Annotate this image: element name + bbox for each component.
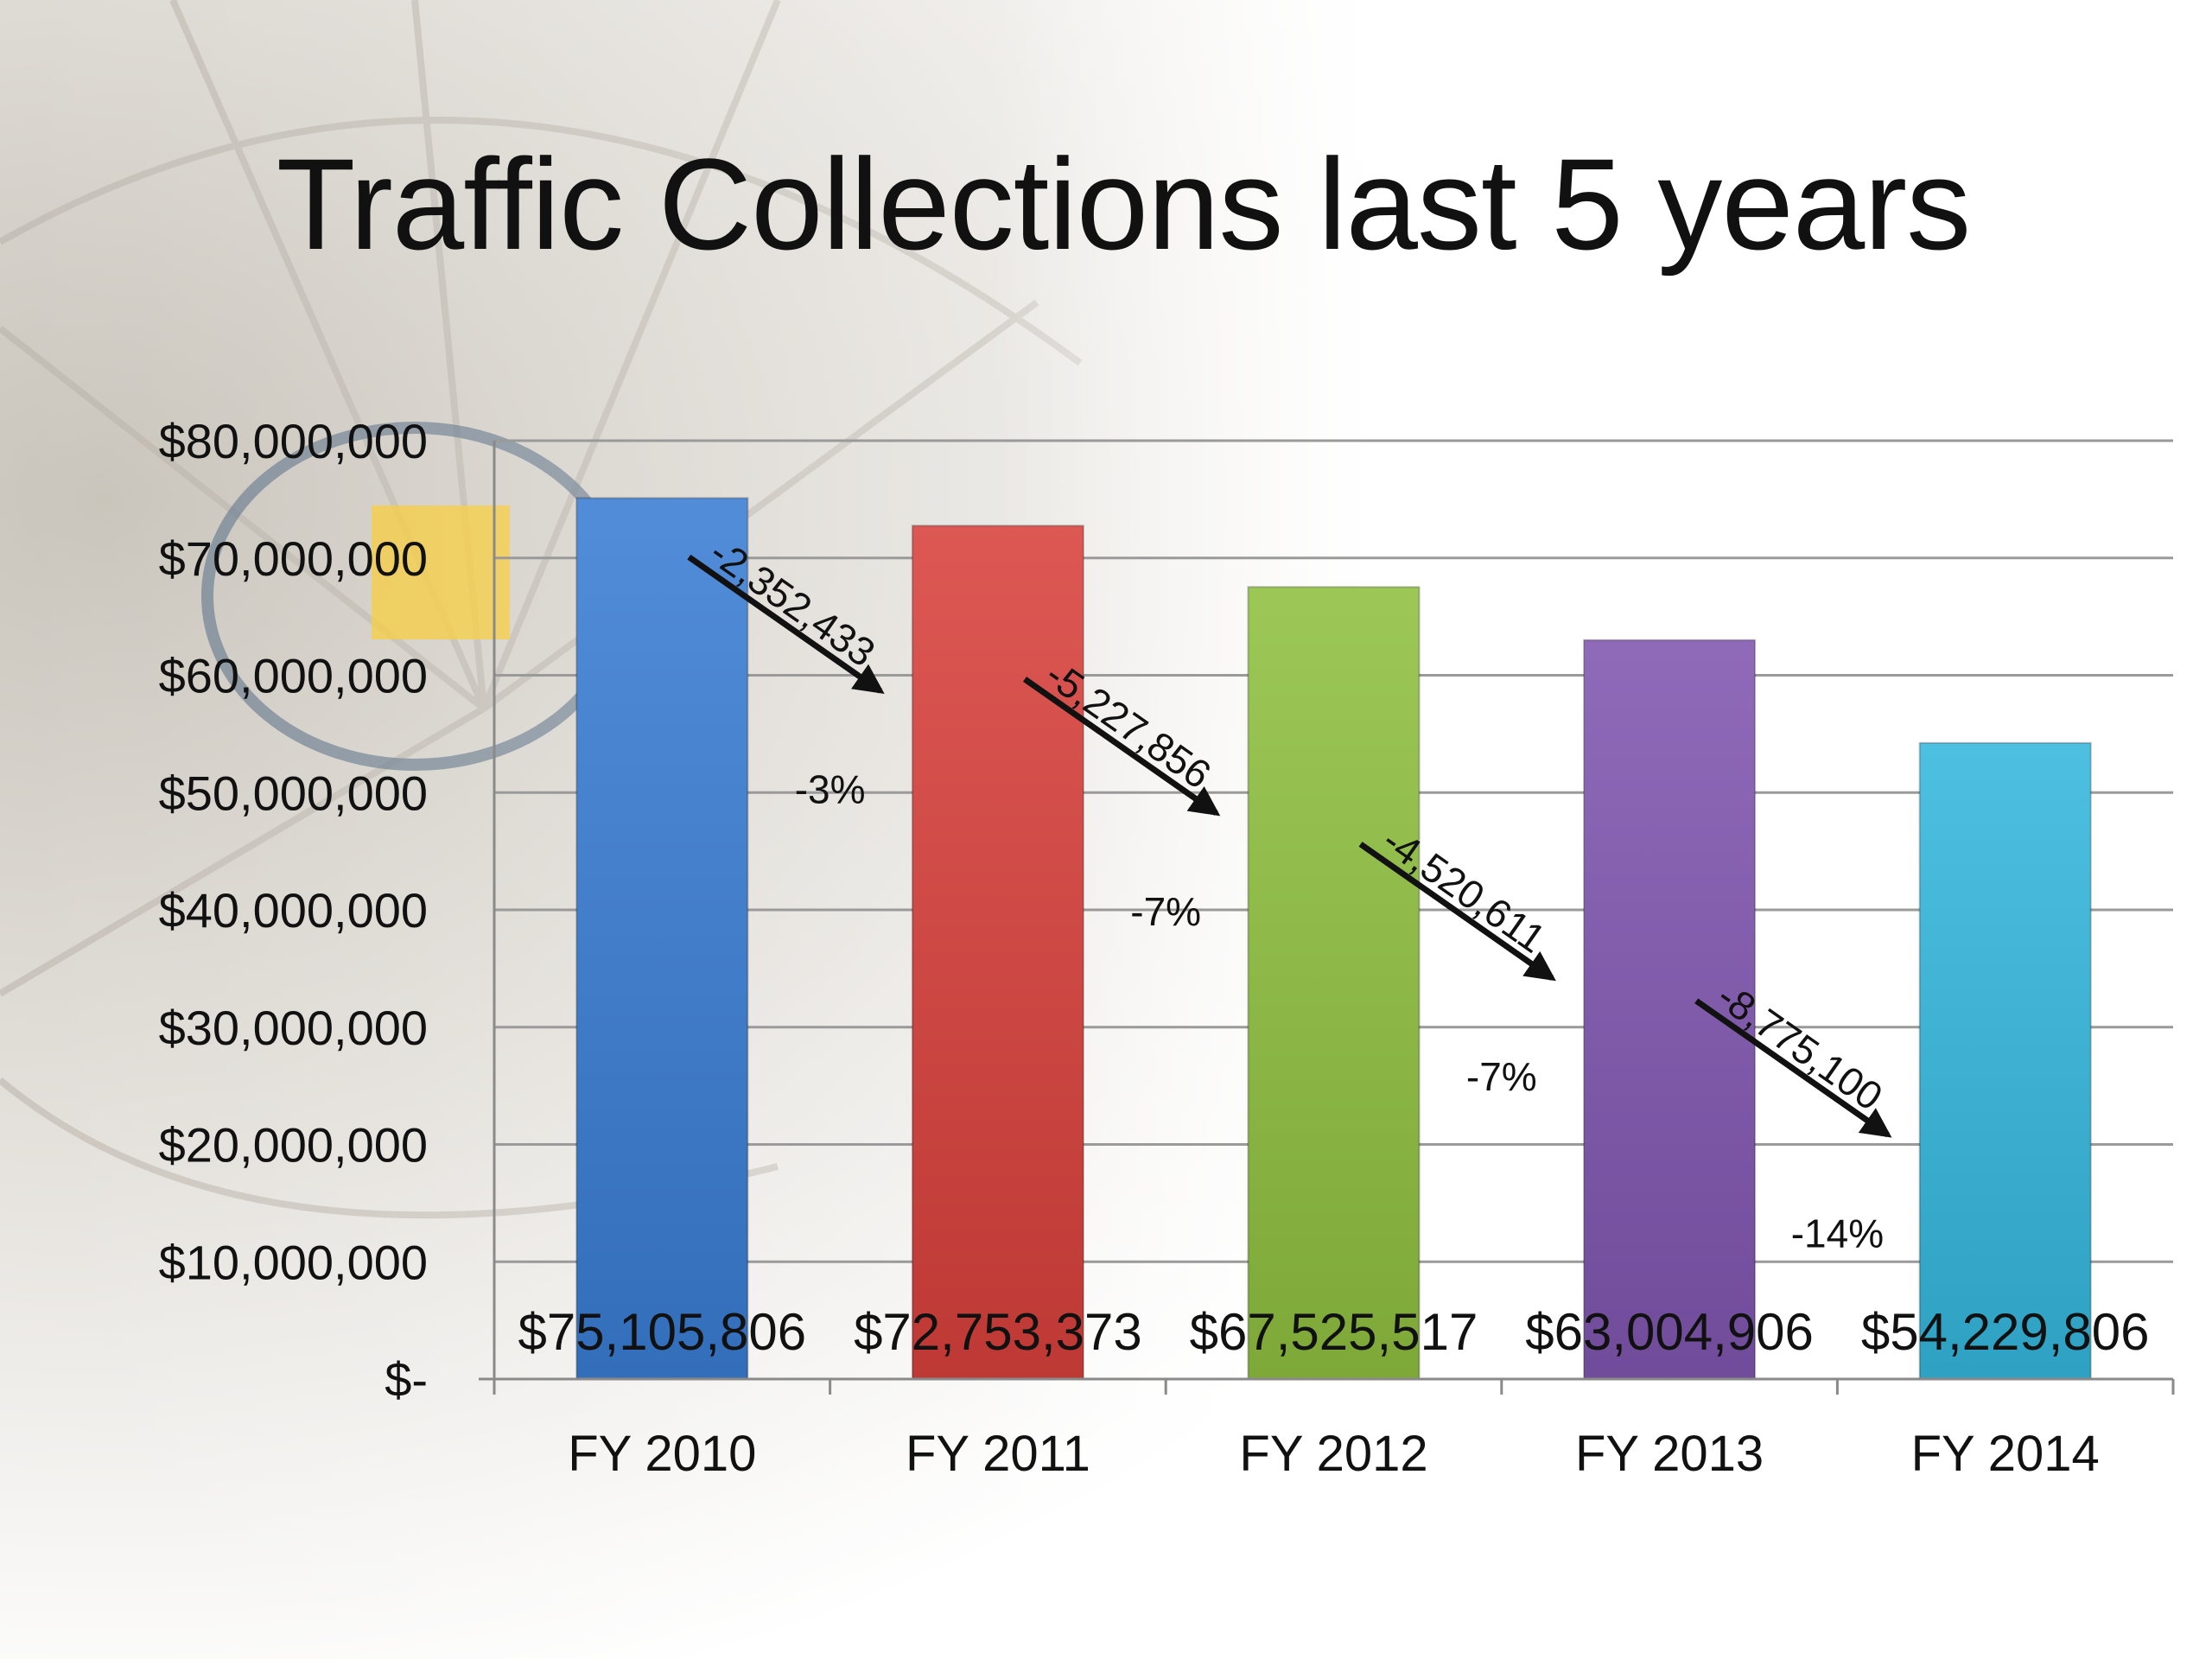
x-tick-label: FY 2011 [906,1426,1090,1482]
data-label: $75,105,806 [518,1303,806,1361]
data-label: $54,229,806 [1861,1303,2150,1361]
bar-shade [1248,587,1420,1379]
bars [575,497,2092,1380]
y-tick-label: $50,000,000 [159,766,428,820]
bar-shade [1919,742,2091,1379]
change-arrow [1694,998,1892,1138]
change-arrow [1022,677,1221,817]
y-tick-label: $40,000,000 [159,883,428,938]
y-tick-label: $70,000,000 [159,531,428,586]
y-tick-label: $20,000,000 [159,1118,428,1173]
axes [479,441,2175,1395]
data-label: $72,753,373 [854,1303,1142,1361]
change-percent-label: -3% [795,767,866,812]
change-arrow [687,554,885,695]
x-tick-label: FY 2012 [1239,1426,1427,1482]
labels: $- $10,000,000 $20,000,000 $30,000,000 $40,0… [159,414,2150,1482]
y-tick-label: $10,000,000 [159,1235,428,1289]
data-label: $67,525,517 [1190,1303,1478,1361]
bar-shade [1584,639,1756,1379]
data-label: $63,004,906 [1525,1303,1814,1361]
change-percent-label: -7% [1466,1054,1537,1099]
y-tick-label: $30,000,000 [159,1001,428,1055]
bar-shade [576,498,748,1379]
x-tick-label: FY 2013 [1575,1426,1764,1482]
chart-title: Traffic Collections last 5 years [276,131,1971,276]
y-tick-label: $80,000,000 [159,414,428,468]
x-tick-label: FY 2014 [1911,1426,2100,1482]
x-tick-label: FY 2010 [568,1426,756,1482]
y-tick-label: $60,000,000 [159,649,428,703]
bar-shade [912,525,1084,1379]
change-percent-label: -14% [1791,1211,1884,1255]
change-percent-label: -7% [1130,889,1201,934]
change-arrow [1358,842,1556,982]
y-tick-label: $- [385,1352,428,1407]
